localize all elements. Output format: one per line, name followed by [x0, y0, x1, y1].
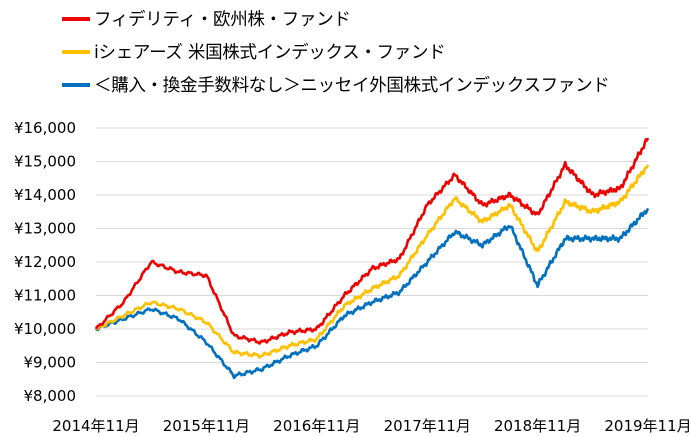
y-tick-label: ¥9,000: [24, 354, 77, 372]
x-axis: 2014年11月 2015年11月 2016年11月 2017年11月 2018年11月…: [52, 417, 691, 435]
x-tick-label: 2018年11月: [494, 417, 581, 435]
y-axis: ¥8,000 ¥9,000 ¥10,000 ¥11,000 ¥12,000 ¥13,000…: [14, 119, 76, 405]
legend-swatch: [62, 16, 90, 21]
legend-item-ishares-us: iシェアーズ 米国株式インデックス・ファンド: [62, 35, 609, 68]
series-line: [94, 137, 650, 345]
legend-swatch: [62, 49, 90, 54]
x-tick-label: 2014年11月: [52, 417, 139, 435]
legend-swatch: [62, 82, 90, 87]
legend-label: ＜購入・換金手数料なし＞ニッセイ外国株式インデックスファンド: [94, 76, 610, 96]
series-lines: [94, 137, 650, 380]
y-tick-label: ¥16,000: [14, 119, 76, 137]
y-tick-label: ¥13,000: [14, 220, 76, 238]
y-tick-label: ¥10,000: [14, 320, 76, 338]
y-tick-label: ¥11,000: [14, 287, 76, 305]
legend-label: フィデリティ・欧州株・ファンド: [94, 10, 351, 30]
y-tick-label: ¥15,000: [14, 153, 76, 171]
legend-item-fidelity-europe: フィデリティ・欧州株・ファンド: [62, 2, 609, 35]
x-tick-label: 2017年11月: [384, 417, 471, 435]
grid-lines: [96, 127, 648, 397]
y-tick-label: ¥8,000: [24, 387, 77, 405]
x-tick-label: 2015年11月: [163, 417, 250, 435]
y-tick-label: ¥12,000: [14, 253, 76, 271]
x-tick-label: 2016年11月: [273, 417, 360, 435]
legend: フィデリティ・欧州株・ファンド iシェアーズ 米国株式インデックス・ファンド ＜…: [62, 2, 610, 101]
legend-label: iシェアーズ 米国株式インデックス・ファンド: [94, 43, 446, 63]
series-line: [95, 164, 650, 359]
x-tick-label: 2019年11月: [604, 417, 691, 435]
legend-item-nissay-foreign: ＜購入・換金手数料なし＞ニッセイ外国株式インデックスファンド: [62, 68, 610, 101]
y-tick-label: ¥14,000: [14, 186, 76, 204]
series-line: [95, 207, 650, 380]
